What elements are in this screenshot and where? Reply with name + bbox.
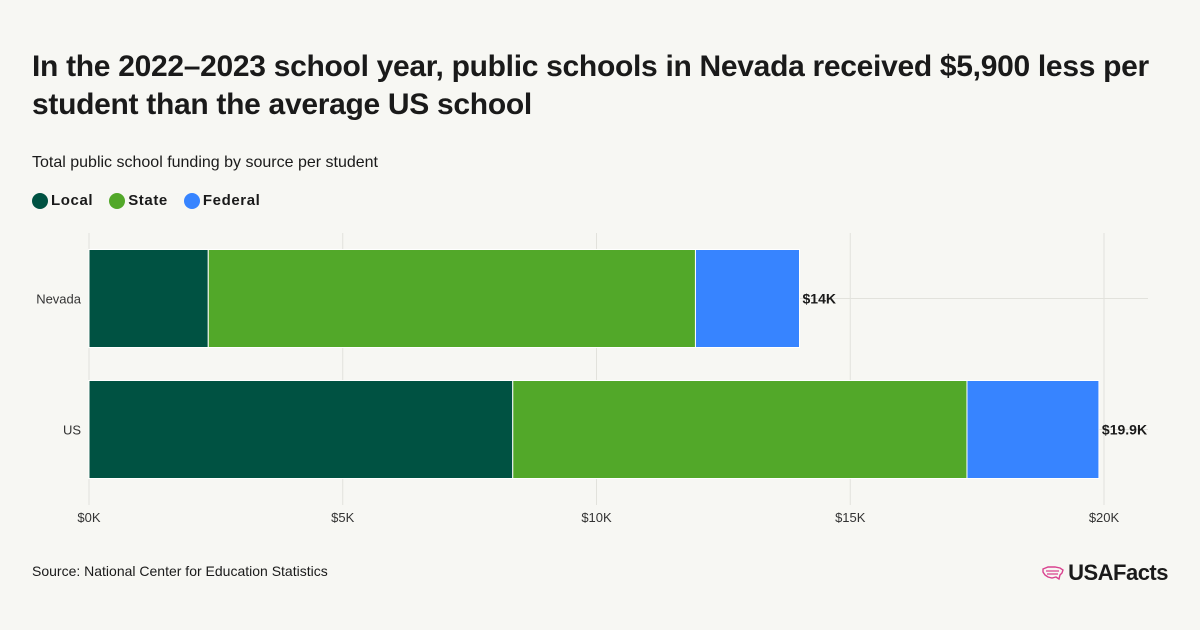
logo-text: USAFacts — [1068, 560, 1168, 585]
category-label: Nevada — [36, 292, 82, 307]
legend-item-local: Local — [32, 192, 93, 209]
x-tick-label: $15K — [835, 510, 866, 525]
legend: Local State Federal — [32, 192, 260, 209]
bar-state-us — [512, 380, 968, 479]
x-tick-label: $0K — [77, 510, 100, 525]
bar-local-us — [88, 380, 514, 479]
stacked-bar-chart: $0K $5K $10K $15K $20K Nevada $14K US $19.9K — [36, 233, 1148, 525]
usafacts-logo: USAFacts — [1042, 560, 1168, 586]
source-note: Source: National Center for Education St… — [32, 563, 328, 579]
bar-federal-us — [966, 380, 1100, 479]
bar-local-nevada — [88, 249, 209, 348]
total-label-nevada: $14K — [803, 291, 836, 307]
category-label: US — [63, 423, 81, 438]
legend-label-state: State — [128, 192, 168, 209]
legend-swatch-federal — [183, 192, 200, 209]
legend-item-state: State — [109, 192, 168, 209]
legend-swatch-state — [109, 192, 126, 209]
total-label-us: $19.9K — [1102, 422, 1147, 438]
chart-title: In the 2022–2023 school year, public sch… — [32, 50, 1149, 121]
x-tick-label: $20K — [1089, 510, 1120, 525]
chart-subtitle: Total public school funding by source pe… — [32, 154, 378, 171]
bar-federal-nevada — [694, 249, 801, 348]
x-tick-label: $10K — [581, 510, 612, 525]
legend-label-local: Local — [51, 192, 94, 209]
bar-state-nevada — [207, 249, 696, 348]
legend-swatch-local — [32, 192, 48, 209]
legend-label-federal: Federal — [202, 192, 261, 209]
legend-item-federal: Federal — [183, 192, 261, 209]
us-map-icon — [1042, 566, 1064, 581]
x-tick-label: $5K — [331, 510, 354, 525]
